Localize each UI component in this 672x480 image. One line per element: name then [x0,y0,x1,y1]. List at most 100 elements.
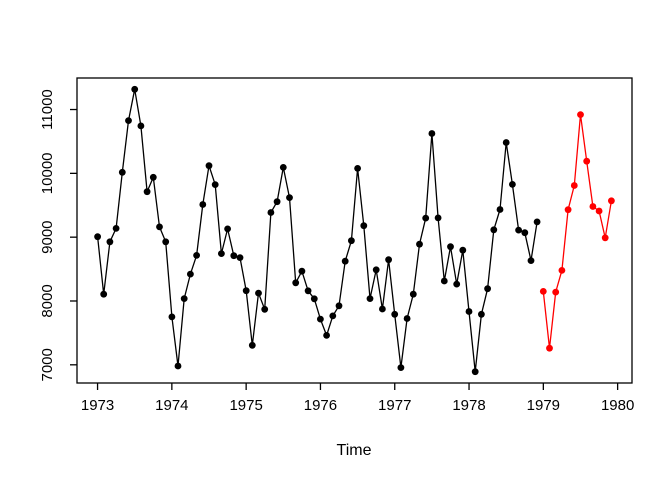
x-tick-label: 1974 [155,397,188,414]
x-tick-label: 1980 [601,397,634,414]
forecast-1979-point [564,206,572,214]
observed-monthly-1973-1978-point [174,362,182,370]
observed-monthly-1973-1978-point [471,368,479,376]
observed-monthly-1973-1978-point [131,85,139,93]
y-tick-label: 8000 [39,284,56,317]
y-tick-label: 11000 [39,89,56,130]
observed-monthly-1973-1978-point [496,206,504,213]
axis-titles: Time [337,442,372,459]
observed-monthly-1973-1978-point [422,214,430,222]
observed-monthly-1973-1978-point [533,218,541,226]
observed-monthly-1973-1978-point [248,341,256,349]
forecast-1979-point [608,197,615,205]
forecast-1979-point [601,234,609,242]
observed-monthly-1973-1978-point [440,277,448,285]
observed-monthly-1973-1978-point [100,290,108,298]
observed-monthly-1973-1978-point [94,233,101,241]
observed-monthly-1973-1978-point [447,243,454,251]
forecast-1979-point [577,111,584,118]
observed-monthly-1973-1978-point [242,287,250,295]
observed-monthly-1973-1978-point [304,287,312,295]
observed-monthly-1973-1978-point [341,257,349,265]
observed-monthly-1973-1978-point [292,279,300,287]
y-tick-label: 10000 [39,152,56,194]
forecast-1979-point [595,207,603,215]
forecast-1979-point [539,288,547,295]
observed-monthly-1973-1978-point [354,165,361,172]
observed-monthly-1973-1978-point [230,252,238,260]
observed-monthly-1973-1978-point [298,267,306,275]
observed-monthly-1973-1978-point [527,257,535,264]
observed-monthly-1973-1978-point [416,240,423,248]
plot-border [76,77,633,384]
observed-monthly-1973-1978-point [409,290,417,298]
x-tick-label: 1977 [378,397,411,414]
y-tick-label: 9000 [39,220,56,253]
y-tick-label: 7000 [39,348,56,381]
observed-monthly-1973-1978-point [205,162,213,170]
observed-monthly-1973-1978-point [502,139,510,146]
observed-monthly-1973-1978-point [168,313,176,321]
observed-monthly-1973-1978-point [180,295,188,302]
observed-monthly-1973-1978-point [261,305,269,313]
observed-monthly-1973-1978-point [143,188,151,196]
x-tick-label: 1979 [527,397,560,414]
observed-monthly-1973-1978-point [112,225,120,232]
x-tick-label: 1975 [229,397,262,414]
observed-monthly-1973-1978-point [106,238,114,246]
observed-monthly-1973-1978-point [465,308,473,315]
observed-monthly-1973-1978-point [391,310,399,318]
y-axis: 7000 8000 9000 10000 11000 [39,89,77,381]
observed-monthly-1973-1978-point [224,225,232,233]
observed-monthly-1973-1978-point [509,181,516,188]
observed-monthly-1973-1978-point [459,246,467,254]
observed-monthly-1973-1978-point [199,201,207,208]
observed-monthly-1973-1978-point [366,295,374,302]
forecast-1979-point [546,344,553,352]
observed-monthly-1973-1978-point [317,315,324,323]
observed-monthly-1973-1978-point [372,266,380,274]
forecast-1979-point [570,182,578,189]
observed-monthly-1973-1978-point [515,226,522,234]
observed-monthly-1973-1978-point [156,223,163,231]
observed-monthly-1973-1978-point [521,229,529,237]
observed-monthly-1973-1978-point [187,270,194,278]
x-tick-label: 1973 [81,397,114,414]
forecast-1979-point [552,288,560,296]
forecast-1979-line [542,113,613,349]
observed-monthly-1973-1978-point [267,209,275,216]
observed-monthly-1973-1978-point [434,214,442,222]
observed-monthly-1973-1978-point [137,122,145,130]
data-series [94,85,615,376]
observed-monthly-1973-1978-point [323,332,330,339]
plot-box [76,77,633,384]
observed-monthly-1973-1978-point [310,295,318,303]
x-axis: 1973 1974 1975 1976 1977 1978 1979 1980 [81,383,634,414]
observed-monthly-1973-1978-point [385,256,392,264]
observed-monthly-1973-1978-point [193,252,201,259]
observed-monthly-1973-1978-point [125,117,132,124]
observed-monthly-1973-1978-point [162,238,170,246]
x-tick-label: 1978 [452,397,485,414]
x-tick-label: 1976 [304,397,337,414]
x-axis-title: Time [337,442,372,459]
observed-monthly-1973-1978-point [149,173,157,181]
observed-monthly-1973-1978-point [211,181,219,189]
observed-monthly-1973-1978-point [397,364,405,371]
observed-monthly-1973-1978-point [403,315,411,322]
observed-monthly-1973-1978-point [478,310,485,318]
observed-monthly-1973-1978-line [96,88,538,373]
observed-monthly-1973-1978-point [360,222,368,230]
observed-monthly-1973-1978-point [490,226,498,234]
observed-monthly-1973-1978-point [236,254,244,261]
observed-monthly-1973-1978-point [255,289,262,297]
observed-monthly-1973-1978-point [484,285,491,293]
observed-monthly-1973-1978-point [348,237,355,245]
observed-monthly-1973-1978-point [335,302,343,310]
observed-monthly-1973-1978-point [379,305,386,313]
forecast-1979-point [589,203,597,210]
observed-monthly-1973-1978-point [329,312,337,320]
observed-monthly-1973-1978-point [286,194,293,202]
